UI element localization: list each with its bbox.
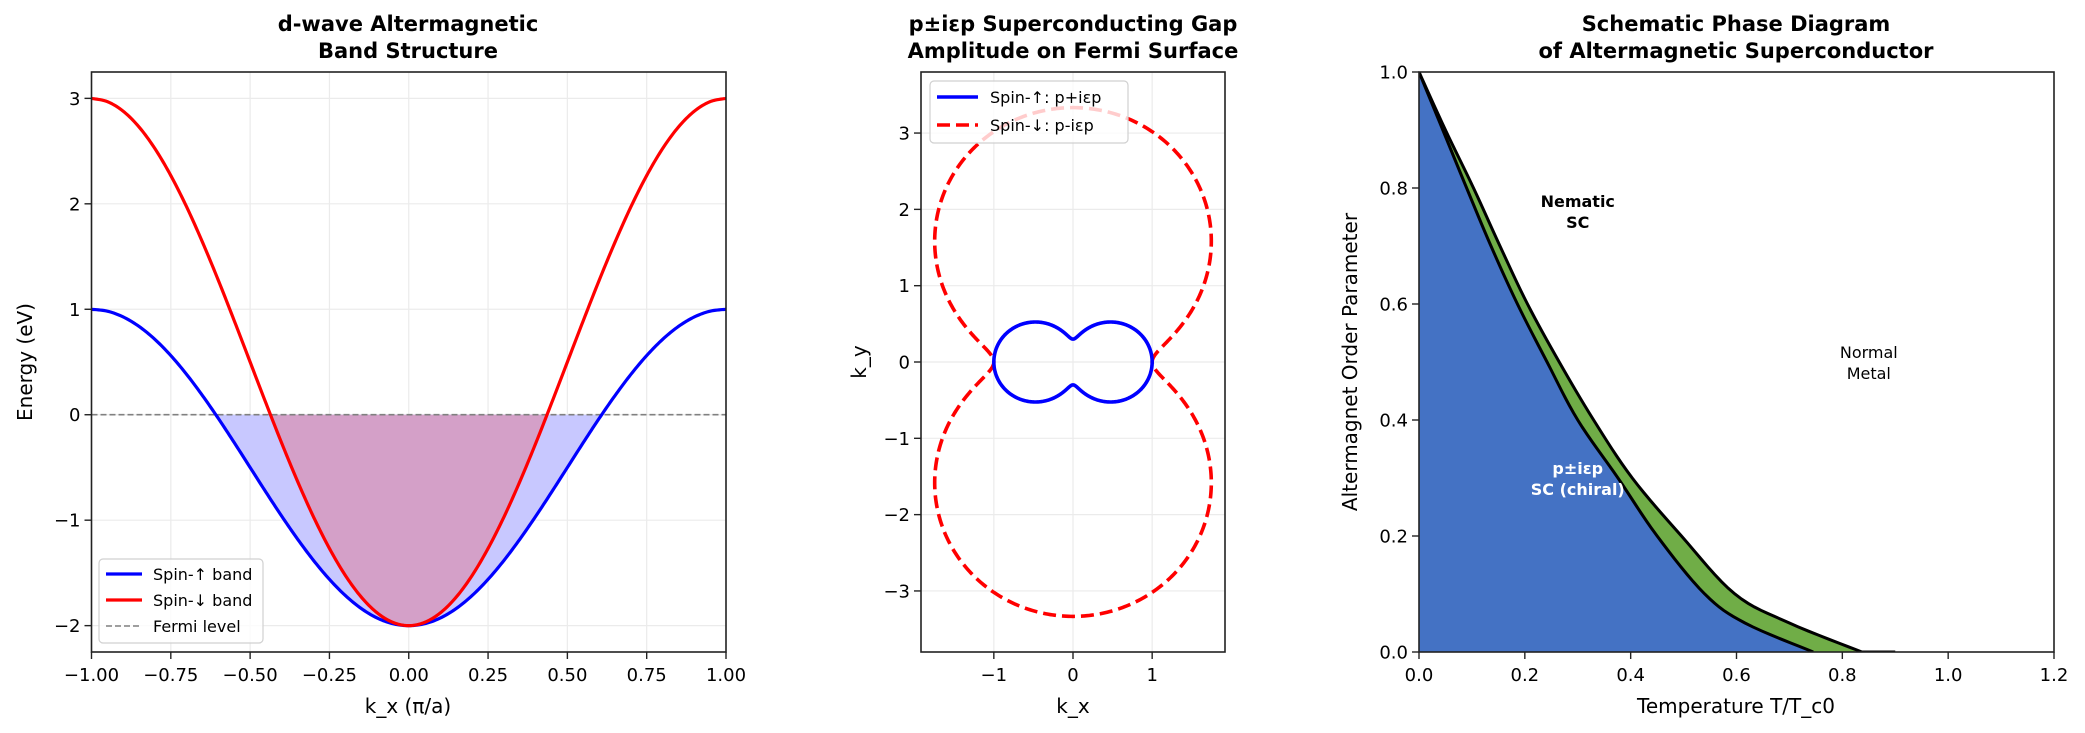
legend-label: Fermi level — [153, 617, 241, 636]
chiral-sc-region — [1419, 72, 1814, 652]
x-tick-label: 1.0 — [1934, 665, 1963, 686]
y-axis-label: Energy (eV) — [13, 303, 37, 421]
y-tick-label: −1 — [54, 511, 81, 532]
x-axis-label: Temperature T/T_c0 — [1636, 694, 1835, 718]
x-tick-label: −1.00 — [64, 665, 119, 686]
x-tick-label: 0.4 — [1616, 665, 1645, 686]
region-label-line: SC (chiral) — [1531, 480, 1625, 499]
x-tick-label: 0.2 — [1511, 665, 1540, 686]
y-tick-label: 0.0 — [1379, 643, 1408, 664]
y-tick-label: 0 — [69, 405, 80, 426]
y-tick-label: 0.8 — [1379, 179, 1408, 200]
band-structure-panel: d-wave Altermagnetic Band Structure k_x … — [13, 12, 746, 718]
y-tick-label: 0.6 — [1379, 295, 1408, 316]
title-line-1: Schematic Phase Diagram — [1582, 12, 1891, 36]
x-tick-label: −0.50 — [223, 665, 278, 686]
y-tick-label: 0.2 — [1379, 527, 1408, 548]
y-tick-label: 1.0 — [1379, 63, 1408, 84]
x-tick-label: 0.75 — [627, 665, 667, 686]
y-tick-label: 1 — [69, 300, 80, 321]
legend-box — [929, 80, 1129, 144]
fill-below-fermi-spin-down — [91, 414, 726, 626]
legend-label: Spin-↑ band — [153, 565, 252, 584]
region-label-line: Metal — [1847, 364, 1891, 383]
region-label-line: Nematic — [1541, 192, 1615, 211]
chiral-nematic-boundary — [1419, 72, 1814, 652]
x-tick-label: 1 — [1146, 665, 1157, 686]
x-axis-label: k_x (π/a) — [365, 694, 451, 718]
region-label: Nematic SC — [1541, 192, 1615, 232]
y-tick-label: −3 — [883, 581, 910, 602]
legend-label: Spin-↑: p+iεp — [990, 88, 1101, 107]
y-tick-label: 2 — [69, 194, 80, 215]
legend-box — [98, 558, 264, 644]
x-axis-label: k_x — [1056, 694, 1090, 718]
y-tick-label: 1 — [899, 276, 910, 297]
x-tick-label: −0.75 — [143, 665, 198, 686]
legend-label: Spin-↓ band — [153, 591, 252, 610]
y-tick-label: 0.4 — [1379, 411, 1408, 432]
x-tick-label: 0.8 — [1828, 665, 1857, 686]
plot-area — [1419, 72, 1896, 652]
x-tick-label: 1.2 — [2040, 665, 2069, 686]
y-tick-label: −2 — [54, 616, 81, 637]
x-tick-label: 0.0 — [1405, 665, 1434, 686]
gap-amplitude-panel: p±iεp Superconducting Gap Amplitude on F… — [847, 12, 1238, 718]
region-label: Normal Metal — [1840, 343, 1898, 383]
x-tick-label: 0.50 — [547, 665, 587, 686]
region-label-line: Normal — [1840, 343, 1898, 362]
title-line-2: Amplitude on Fermi Surface — [908, 39, 1239, 63]
spin-down-band-line — [91, 96, 726, 628]
y-tick-label: 3 — [899, 124, 910, 145]
x-tick-label: 1.00 — [706, 665, 746, 686]
x-tick-label: 0.00 — [389, 665, 429, 686]
title-line-2: of Altermagnetic Superconductor — [1538, 39, 1934, 63]
title-line-2: Band Structure — [318, 39, 498, 63]
region-label-line: SC — [1566, 213, 1589, 232]
x-tick-label: 0 — [1067, 665, 1078, 686]
region-label-line: p±iεp — [1552, 459, 1603, 478]
phase-diagram-panel: Schematic Phase Diagram of Altermagnetic… — [1338, 12, 2068, 718]
y-tick-label: 3 — [69, 89, 80, 110]
title-line-1: p±iεp Superconducting Gap — [909, 12, 1238, 36]
y-tick-label: −2 — [883, 505, 910, 526]
x-tick-label: 0.6 — [1722, 665, 1751, 686]
plot-area — [91, 96, 726, 628]
y-tick-label: −1 — [883, 429, 910, 450]
x-tick-label: −0.25 — [302, 665, 357, 686]
y-axis-label: Altermagnet Order Parameter — [1338, 212, 1362, 511]
legend: Spin-↑ band Spin-↓ band Fermi level — [98, 558, 264, 644]
plot-area — [932, 105, 1214, 619]
legend-label: Spin-↓: p-iεp — [990, 116, 1094, 135]
x-tick-label: −1 — [981, 665, 1008, 686]
y-axis-label: k_y — [847, 345, 871, 379]
x-tick-label: 0.25 — [468, 665, 508, 686]
y-tick-label: 0 — [899, 353, 910, 374]
region-label: p±iεp SC (chiral) — [1531, 459, 1625, 499]
title-line-1: d-wave Altermagnetic — [278, 12, 539, 36]
nematic-normal-boundary — [1419, 72, 1896, 652]
legend: Spin-↑: p+iεp Spin-↓: p-iεp — [929, 80, 1129, 144]
y-tick-label: 2 — [899, 200, 910, 221]
spin-up-gap-curve — [992, 320, 1154, 404]
